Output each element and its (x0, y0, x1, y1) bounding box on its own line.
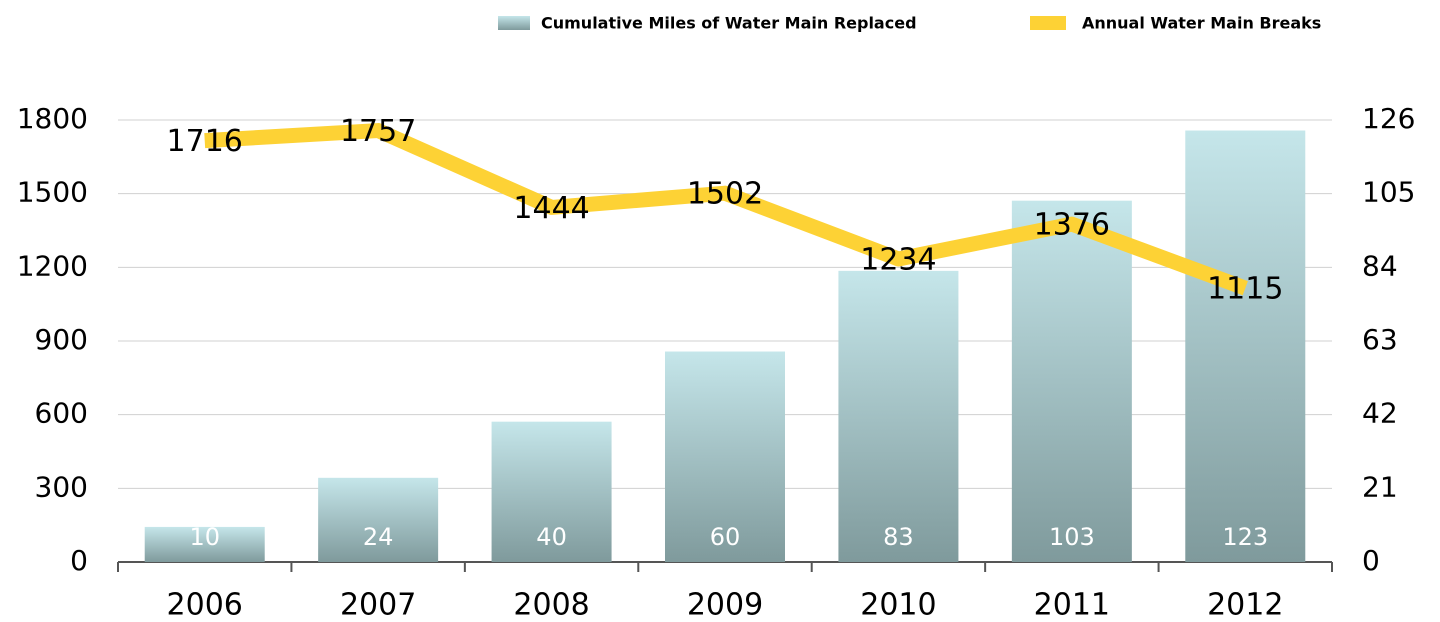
legend-swatch (1030, 16, 1066, 30)
y2-tick-label: 21 (1362, 470, 1398, 503)
line-value-label: 1716 (167, 124, 243, 159)
x-tick-label: 2012 (1207, 588, 1283, 622)
x-tick-label: 2007 (340, 588, 416, 622)
bar-value-label: 103 (1049, 523, 1095, 551)
legend-label: Annual Water Main Breaks (1082, 14, 1321, 33)
bar-value-label: 10 (189, 523, 220, 551)
x-tick-label: 2011 (1034, 588, 1110, 622)
y-tick-label: 0 (70, 544, 88, 577)
line-value-label: 1376 (1034, 208, 1110, 243)
bar (318, 477, 439, 562)
y-tick-label: 1200 (17, 249, 88, 282)
y2-tick-label: 42 (1362, 397, 1398, 430)
legend-swatch (498, 16, 530, 30)
line-value-label: 1757 (340, 114, 416, 149)
bar-value-label: 60 (710, 523, 741, 551)
line (204, 123, 1248, 296)
line-value-label: 1234 (860, 242, 936, 277)
bar (144, 526, 265, 562)
x-tick-label: 2009 (687, 588, 763, 622)
y-tick-label: 1800 (17, 102, 88, 135)
x-tick-label: 2006 (167, 588, 243, 622)
y-tick-label: 900 (35, 323, 88, 356)
legend-label: Cumulative Miles of Water Main Replaced (541, 14, 917, 33)
y2-tick-label: 0 (1362, 544, 1380, 577)
x-tick-label: 2008 (513, 588, 589, 622)
y-tick-label: 600 (35, 397, 88, 430)
bar (838, 270, 959, 562)
y-tick-label: 300 (35, 470, 88, 503)
bar-value-label: 123 (1222, 523, 1268, 551)
bar-value-label: 24 (363, 523, 394, 551)
bar-value-label: 40 (536, 523, 567, 551)
bar (1011, 200, 1132, 562)
x-tick-label: 2010 (860, 588, 936, 622)
line-value-label: 1502 (687, 177, 763, 212)
line-value-label: 1444 (513, 191, 589, 226)
y2-tick-label: 63 (1362, 323, 1398, 356)
y2-tick-label: 126 (1362, 102, 1415, 135)
y2-tick-label: 105 (1362, 176, 1415, 209)
y-tick-label: 1500 (17, 176, 88, 209)
bar (491, 421, 612, 562)
y2-tick-label: 84 (1362, 249, 1398, 282)
line-value-label: 1115 (1207, 272, 1283, 307)
bar (665, 351, 785, 562)
bar (1185, 130, 1306, 562)
bar-value-label: 83 (883, 523, 914, 551)
